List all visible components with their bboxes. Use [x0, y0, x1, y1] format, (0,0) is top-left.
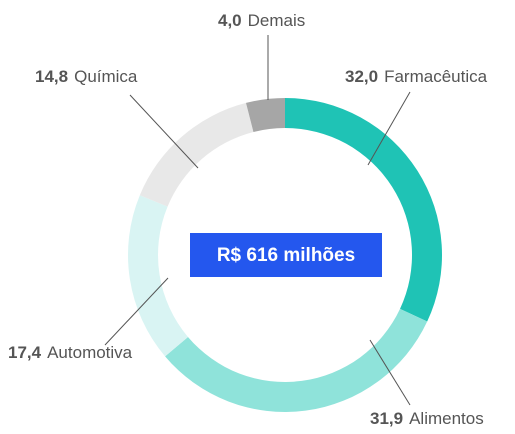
segment-label: 17,4 Automotiva: [8, 343, 133, 362]
donut-segment: [285, 98, 442, 322]
center-badge: [190, 233, 382, 277]
segment-label: 4,0 Demais: [218, 11, 305, 30]
value-label: 14,8: [35, 67, 68, 86]
donut-segment: [128, 195, 188, 357]
center-label: R$ 616 milhões: [217, 245, 355, 266]
category-label: Química: [74, 67, 138, 86]
value-label: 17,4: [8, 343, 42, 362]
donut-segment: [165, 308, 428, 412]
category-label: Demais: [248, 11, 306, 30]
value-label: 31,9: [370, 409, 403, 428]
category-label: Automotiva: [47, 343, 133, 362]
segment-label: 31,9 Alimentos: [370, 409, 484, 428]
segment-label: 32,0 Farmacêutica: [345, 67, 488, 86]
category-label: Alimentos: [409, 409, 484, 428]
donut-segment: [139, 102, 254, 207]
leader-line: [129, 94, 199, 169]
leader-line: [369, 339, 411, 406]
value-label: 32,0: [345, 67, 378, 86]
value-label: 4,0: [218, 11, 242, 30]
category-label: Farmacêutica: [384, 67, 488, 86]
segment-label: 14,8 Química: [35, 67, 138, 86]
leader-line: [367, 91, 411, 166]
donut-segment: [245, 98, 285, 132]
leader-line: [104, 277, 169, 346]
